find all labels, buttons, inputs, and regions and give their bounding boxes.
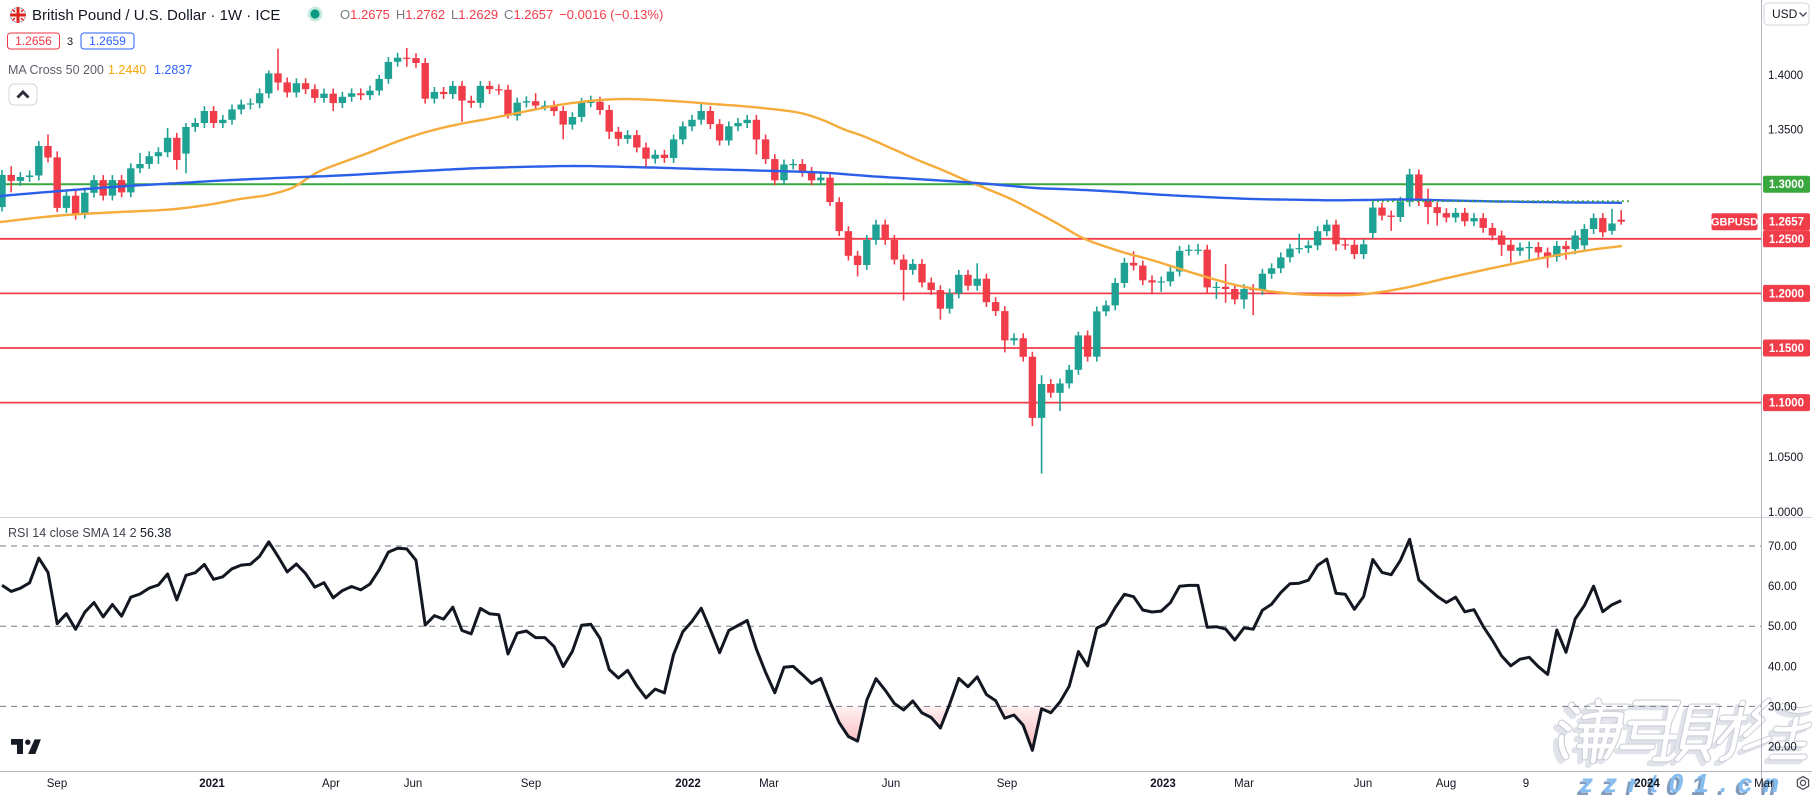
svg-text:Sep: Sep: [47, 778, 67, 790]
svg-text:1.3500: 1.3500: [1768, 125, 1803, 137]
svg-text:zzrt01.cn: zzrt01.cn: [1576, 771, 1787, 795]
svg-text:Aug: Aug: [1436, 778, 1456, 790]
svg-text:British Pound / U.S. Dollar ·: British Pound / U.S. Dollar · 1W · ICE: [32, 7, 280, 24]
svg-text:30.00: 30.00: [1768, 701, 1797, 713]
svg-text:1.2659: 1.2659: [89, 34, 126, 48]
svg-text:9: 9: [1523, 778, 1529, 790]
svg-text:1.2000: 1.2000: [1769, 288, 1804, 300]
svg-text:Jun: Jun: [1354, 778, 1373, 790]
svg-text:1.2656: 1.2656: [15, 34, 52, 48]
svg-text:Mar: Mar: [759, 778, 779, 790]
svg-text:zzrt01.cn: zzrt01.cn: [1579, 768, 1790, 795]
svg-text:1.2837: 1.2837: [154, 63, 192, 77]
svg-text:1.1000: 1.1000: [1769, 398, 1804, 410]
svg-text:2022: 2022: [675, 778, 701, 790]
svg-text:1.2657: 1.2657: [1769, 217, 1804, 229]
svg-text:40.00: 40.00: [1768, 661, 1797, 673]
svg-text:1.1500: 1.1500: [1769, 343, 1804, 355]
svg-text:Jun: Jun: [404, 778, 423, 790]
svg-text:1.3000: 1.3000: [1769, 179, 1804, 191]
svg-text:50.00: 50.00: [1768, 621, 1797, 633]
svg-text:60.00: 60.00: [1768, 581, 1797, 593]
svg-text:Mar: Mar: [1234, 778, 1254, 790]
svg-text:1.2500: 1.2500: [1769, 234, 1804, 246]
svg-text:Apr: Apr: [322, 778, 340, 790]
svg-text:2021: 2021: [199, 778, 225, 790]
svg-text:1.0500: 1.0500: [1768, 452, 1803, 464]
svg-text:20.00: 20.00: [1768, 742, 1797, 754]
svg-text:2023: 2023: [1150, 778, 1176, 790]
svg-text:3: 3: [67, 36, 73, 48]
svg-text:Jun: Jun: [882, 778, 901, 790]
svg-text:1.0000: 1.0000: [1768, 507, 1803, 519]
svg-text:1.4000: 1.4000: [1768, 70, 1803, 82]
svg-text:56.38: 56.38: [140, 526, 171, 540]
svg-text:Mar: Mar: [1754, 778, 1774, 790]
svg-text:MA Cross 50 200: MA Cross 50 200: [8, 63, 104, 77]
svg-text:RSI 14 close SMA 14 2: RSI 14 close SMA 14 2: [8, 526, 137, 540]
svg-text:1.2440: 1.2440: [108, 63, 146, 77]
svg-text:Sep: Sep: [521, 778, 541, 790]
svg-text:GBPUSD: GBPUSD: [1711, 217, 1758, 229]
svg-text:USD: USD: [1772, 7, 1798, 21]
svg-text:Sep: Sep: [997, 778, 1017, 790]
svg-text:70.00: 70.00: [1768, 541, 1797, 553]
svg-text:2024: 2024: [1634, 778, 1660, 790]
